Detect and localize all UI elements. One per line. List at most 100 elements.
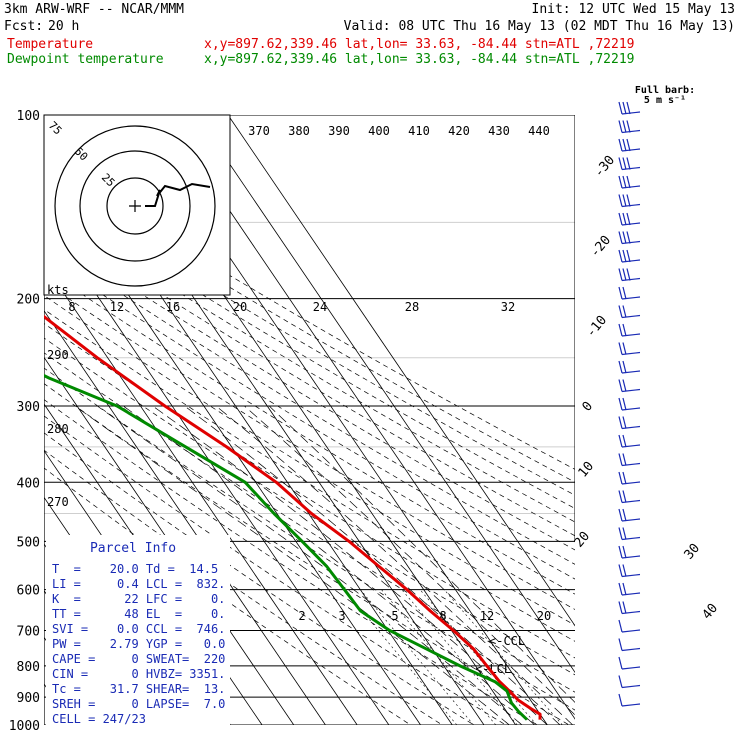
wind-barb-flag: [622, 379, 627, 392]
wind-barb: [618, 582, 641, 596]
pressure-tick-label: 100: [17, 109, 40, 124]
dry-adiabat-line: [44, 399, 539, 725]
wind-barb-staff: [621, 259, 641, 263]
dewpoint-location: x,y=897.62,339.46 lat,lon= 33.63, -84.44…: [204, 52, 634, 67]
wind-barb: [618, 693, 641, 707]
wind-barb: [618, 360, 641, 374]
parcel-info-title: Parcel Info: [90, 541, 176, 556]
mixing-ratio-line: [419, 589, 538, 725]
wind-barb-staff: [621, 629, 641, 633]
wind-barb: [618, 564, 641, 578]
parcel-info-panel: Parcel Info T = 20.0 Td = 14.5LI = 0.4 L…: [46, 535, 230, 728]
wind-barb: [618, 675, 641, 689]
wind-barb-staff: [621, 462, 641, 467]
pressure-tick-label: 200: [17, 293, 40, 308]
wind-barb-flag: [618, 305, 623, 318]
wind-barb-flag: [626, 138, 631, 152]
parcel-info-row: CAPE = 0 SWEAT= 220: [52, 652, 225, 666]
wind-barb-flag: [622, 175, 627, 189]
hodograph-ring: [106, 177, 164, 235]
wind-barb-flag: [618, 416, 623, 429]
pressure-tick-label: 500: [17, 535, 40, 550]
wind-barb-flag: [622, 508, 627, 522]
forecast-hour: 20 h: [48, 19, 79, 34]
wind-barb-flag: [618, 268, 623, 281]
wind-barb-staff: [621, 111, 641, 115]
wind-barb-staff: [621, 425, 641, 430]
isotherm-right-label: 30: [682, 541, 704, 563]
wind-barb-flag: [622, 564, 627, 577]
wind-barb-staff: [621, 481, 641, 485]
wind-barb-flag: [622, 157, 627, 170]
hodograph-ring: [79, 150, 191, 262]
wind-barb-column: [618, 101, 641, 707]
wind-barb-staff: [621, 573, 641, 578]
wind-barb-staff: [621, 703, 641, 707]
wind-barb-staff: [621, 166, 641, 171]
wind-barb-flag: [618, 601, 623, 614]
wind-barb: [618, 194, 641, 208]
dry-adiabat-line: [44, 255, 575, 580]
dry-adiabat-line: [44, 367, 575, 711]
wind-barb: [618, 656, 641, 670]
isotherm-line: [196, 115, 575, 674]
wind-barb-flag: [626, 268, 631, 281]
parcel-info-background: [46, 535, 230, 728]
dry-adiabat-line: [44, 170, 575, 483]
wind-barb-staff: [621, 240, 641, 245]
wind-barb-flag: [626, 212, 631, 226]
wind-barb-staff: [621, 499, 641, 504]
wind-barb-flag: [622, 601, 627, 614]
wind-barb-flag: [618, 582, 623, 596]
wind-barb-staff: [621, 610, 641, 615]
wind-barb-flag: [622, 545, 627, 559]
wind-barb-flag: [622, 231, 627, 244]
wind-barb-flag: [618, 397, 623, 411]
wind-barb-flag: [618, 453, 623, 466]
wind-barb-staff: [621, 222, 641, 226]
wind-barb-flag: [618, 212, 623, 226]
wind-barb-flag: [618, 286, 623, 300]
barb-legend-line2: 5 m s⁻¹: [644, 95, 686, 106]
valid-time: Valid: 08 UTC Thu 16 May 13 (02 MDT Thu …: [344, 19, 735, 34]
wind-barb-flag: [622, 120, 627, 133]
wind-barb-staff: [621, 407, 641, 411]
model-title: 3km ARW-WRF -- NCAR/MMM: [4, 2, 184, 17]
wind-barb: [618, 157, 641, 171]
wind-barb: [618, 249, 641, 263]
isotherm-right-label: -20: [588, 233, 615, 261]
pressure-tick-label: 600: [17, 584, 40, 599]
wind-barb-flag: [618, 360, 623, 374]
mixing-ratio-line: [360, 589, 474, 725]
hodograph-axis-label: 32: [501, 300, 515, 314]
wind-barb-flag: [618, 656, 623, 670]
wind-barb: [618, 619, 641, 633]
wind-barb-staff: [621, 666, 641, 670]
wind-barb-staff: [621, 129, 641, 134]
wind-barb-flag: [626, 175, 631, 189]
ccl-annotation: <-CCL: [489, 634, 525, 648]
wind-barb-flag: [618, 101, 623, 115]
wind-barb-flag: [622, 342, 627, 355]
parcel-info-row: LI = 0.4 LCL = 832.: [52, 577, 225, 591]
wind-barb: [618, 286, 641, 300]
wind-barb: [618, 416, 641, 430]
wind-barb: [618, 397, 641, 411]
wind-barb: [618, 175, 641, 189]
wind-barb-flag: [622, 453, 627, 466]
hodograph-axis-label: 16: [166, 300, 180, 314]
dry-adiabat-label: 290: [47, 348, 69, 362]
wind-barb-flag: [618, 545, 623, 559]
parcel-info-row: T = 20.0 Td = 14.5: [52, 562, 218, 576]
wind-barb-staff: [621, 647, 641, 652]
wind-barb-staff: [621, 684, 641, 689]
dewpoint-legend: Dewpoint temperature: [7, 52, 164, 67]
parcel-info-row: TT = 48 EL = 0.: [52, 607, 225, 621]
wind-barb-flag: [622, 397, 627, 411]
wind-barb: [618, 453, 641, 467]
wind-barb: [618, 305, 641, 319]
pressure-tick-label: 900: [17, 691, 40, 706]
wind-barb: [618, 490, 641, 504]
wind-barb-flag: [618, 693, 623, 707]
